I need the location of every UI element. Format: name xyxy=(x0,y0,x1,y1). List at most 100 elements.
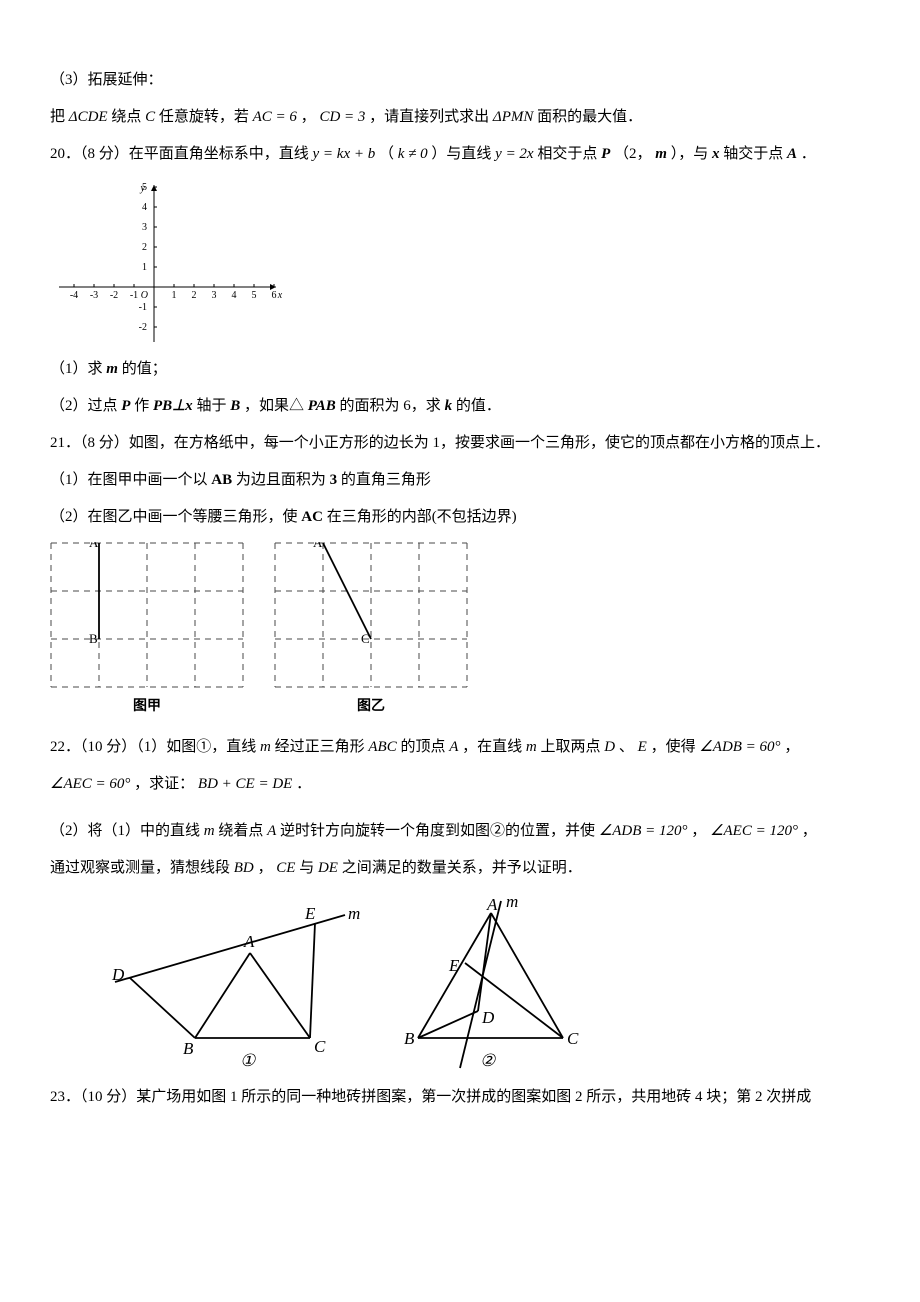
svg-text:-3: -3 xyxy=(90,290,98,301)
text: ， xyxy=(691,823,710,839)
text: ， xyxy=(301,109,320,125)
triangle-fig1: ABCDEm① xyxy=(110,893,370,1073)
text: 上取两点 xyxy=(541,739,605,755)
svg-text:-4: -4 xyxy=(70,290,78,301)
svg-text:-1: -1 xyxy=(139,302,147,313)
text: 20．（8 分）在平面直角坐标系中，直线 xyxy=(50,146,313,162)
text: 、 xyxy=(619,739,634,755)
text: （1）在图甲中画一个以 xyxy=(50,472,211,488)
expr-kne0: k ≠ 0 xyxy=(398,146,428,162)
seg-de: DE xyxy=(318,860,338,876)
text: 22．（10 分）（1）如图①，直线 xyxy=(50,739,260,755)
text: （3）拓展延伸： xyxy=(50,72,163,88)
text: ，求证： xyxy=(134,776,198,792)
q22-fig1-col: ABCDEm① xyxy=(110,893,370,1073)
text: 之间满足的数量关系，并予以证明． xyxy=(342,860,582,876)
text: 的面积为 6，求 xyxy=(340,398,445,414)
svg-text:-2: -2 xyxy=(110,290,118,301)
text: 面积的最大值． xyxy=(537,109,642,125)
point-a: A xyxy=(449,739,458,755)
angle-aec120: ∠AEC = 120° xyxy=(710,823,798,839)
text: 把 xyxy=(50,109,69,125)
text: ）与直线 xyxy=(431,146,495,162)
svg-text:y: y xyxy=(140,183,146,194)
q23-heading: 23．（10 分）某广场用如图 1 所示的同一种地砖拼图案，第一次拼成的图案如图… xyxy=(50,1081,870,1114)
fig2-caption: 图乙 xyxy=(357,692,385,723)
svg-text:1: 1 xyxy=(172,290,177,301)
seg-ce: CE xyxy=(276,860,295,876)
expr-ac: AC = 6 xyxy=(253,109,297,125)
point-a: A xyxy=(267,823,276,839)
svg-text:B: B xyxy=(89,631,98,646)
text: （2）过点 xyxy=(50,398,121,414)
var-k: k xyxy=(445,398,453,414)
seg-bd: BD xyxy=(234,860,254,876)
line-m: m xyxy=(260,739,271,755)
text: 相交于点 xyxy=(537,146,601,162)
eq-bdce: BD + CE = DE xyxy=(198,776,292,792)
q22-fig2-col: ABCDEm② xyxy=(388,893,588,1073)
text: 轴于 xyxy=(196,398,230,414)
svg-text:A: A xyxy=(243,932,255,951)
line-m: m xyxy=(526,739,537,755)
axes-plot: -4-3-2-1123456-2-112345Oxy xyxy=(54,177,284,347)
text: ． xyxy=(801,146,816,162)
seg-ab: AB xyxy=(211,472,232,488)
text: 作 xyxy=(134,398,153,414)
grid-fig1: AB xyxy=(50,542,244,688)
expr-ykxb: y = kx + b xyxy=(313,146,376,162)
q22-figures: ABCDEm① ABCDEm② xyxy=(110,893,870,1073)
svg-text:A: A xyxy=(486,895,498,914)
svg-text:D: D xyxy=(111,965,125,984)
angle-aec: ∠AEC = 60° xyxy=(50,776,130,792)
svg-text:A: A xyxy=(313,542,323,550)
text: （2）将（1）中的直线 xyxy=(50,823,204,839)
svg-text:x: x xyxy=(277,290,283,301)
q22-part3: 通过观察或测量，猜想线段 BD ， CE 与 DE 之间满足的数量关系，并予以证… xyxy=(50,852,870,885)
text: 绕着点 xyxy=(218,823,267,839)
svg-text:m: m xyxy=(348,904,360,923)
fig1-caption: 图甲 xyxy=(133,692,161,723)
text: ． xyxy=(296,776,311,792)
svg-text:4: 4 xyxy=(142,202,147,213)
text: （1）求 xyxy=(50,361,106,377)
text: 在三角形的内部(不包括边界) xyxy=(327,509,517,525)
text: 经过正三角形 xyxy=(275,739,369,755)
point-b: B xyxy=(230,398,240,414)
svg-text:D: D xyxy=(481,1008,495,1027)
q3-extension-body: 把 ΔCDE 绕点 C 任意旋转，若 AC = 6 ， CD = 3 ，请直接列… xyxy=(50,101,870,134)
line-m: m xyxy=(204,823,215,839)
svg-text:2: 2 xyxy=(192,290,197,301)
svg-text:3: 3 xyxy=(142,222,147,233)
q22-heading: 22．（10 分）（1）如图①，直线 m 经过正三角形 ABC 的顶点 A ，在… xyxy=(50,731,870,764)
q21-part2: （2）在图乙中画一个等腰三角形，使 AC 在三角形的内部(不包括边界) xyxy=(50,501,870,534)
point-e: E xyxy=(638,739,647,755)
svg-text:6: 6 xyxy=(272,290,277,301)
q21-fig2-col: A C 图乙 xyxy=(274,542,468,723)
svg-text:B: B xyxy=(404,1029,415,1048)
num-3: 3 xyxy=(330,472,338,488)
text: 21．（8 分）如图，在方格纸中，每一个小正方形的边长为 1，按要求画一个三角形… xyxy=(50,435,830,451)
expr-pbperp: PB⊥x xyxy=(153,398,193,414)
q22-part2: （2）将（1）中的直线 m 绕着点 A 逆时针方向旋转一个角度到如图②的位置，并… xyxy=(50,815,870,848)
svg-text:4: 4 xyxy=(232,290,237,301)
q21-figures: AB 图甲 AC 图乙 xyxy=(50,542,870,723)
text: 通过观察或测量，猜想线段 xyxy=(50,860,234,876)
text: ，请直接列式求出 xyxy=(369,109,493,125)
text: （2）在图乙中画一个等腰三角形，使 xyxy=(50,509,301,525)
q21-fig1-col: AB 图甲 xyxy=(50,542,244,723)
svg-text:C: C xyxy=(361,631,370,646)
q22-line2: ∠AEC = 60° ，求证： BD + CE = DE ． xyxy=(50,768,870,801)
text: 轴交于点 xyxy=(723,146,787,162)
expr-y2x: y = 2x xyxy=(495,146,533,162)
svg-text:②: ② xyxy=(480,1051,496,1070)
svg-text:A: A xyxy=(89,542,99,550)
svg-text:E: E xyxy=(304,904,316,923)
expr-pmn: ΔPMN xyxy=(493,109,533,125)
text: 为边且面积为 xyxy=(236,472,330,488)
angle-adb: ∠ADB = 60° xyxy=(699,739,780,755)
svg-text:C: C xyxy=(567,1029,579,1048)
svg-text:5: 5 xyxy=(252,290,257,301)
q20-heading: 20．（8 分）在平面直角坐标系中，直线 y = kx + b （ k ≠ 0 … xyxy=(50,138,870,171)
tri-pab: PAB xyxy=(308,398,336,414)
